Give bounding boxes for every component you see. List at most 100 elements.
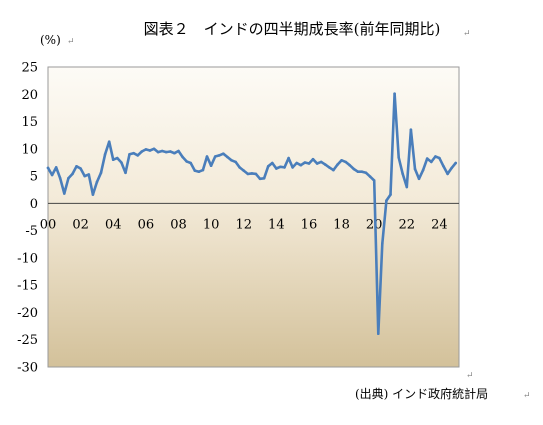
y-tick-label: 10	[21, 142, 38, 157]
data-point	[91, 193, 95, 196]
data-point	[128, 153, 131, 156]
return-mark: ↵	[523, 391, 531, 401]
data-point	[156, 150, 160, 154]
x-tick-label: 00	[40, 217, 57, 232]
data-point	[266, 165, 270, 168]
data-point	[430, 160, 433, 164]
data-point	[173, 151, 176, 155]
data-point	[417, 177, 421, 181]
x-tick-label: 16	[301, 217, 318, 232]
data-point	[177, 149, 180, 153]
data-point	[185, 160, 188, 163]
data-point	[140, 150, 144, 153]
y-tick-label: 0	[30, 197, 38, 212]
data-point	[279, 165, 282, 169]
y-tick-label: -20	[17, 306, 38, 321]
y-tick-label: -10	[17, 251, 38, 266]
data-point	[181, 155, 184, 159]
y-tick-label: 25	[21, 61, 38, 76]
data-point	[254, 172, 258, 176]
data-point	[50, 173, 54, 177]
data-point	[442, 165, 445, 168]
data-point	[197, 170, 201, 173]
data-point	[258, 177, 262, 181]
return-mark: ↵	[463, 29, 471, 39]
data-point	[193, 169, 197, 172]
y-tick-label: -25	[17, 333, 38, 348]
data-point	[201, 168, 205, 172]
data-point	[315, 162, 319, 165]
data-point	[360, 170, 364, 173]
x-tick-label: 02	[72, 217, 89, 232]
data-point	[381, 242, 384, 245]
data-point	[368, 175, 372, 178]
data-point	[377, 332, 380, 336]
data-point	[79, 167, 82, 170]
data-point	[393, 92, 396, 95]
x-axis: 00 02 04 06 08 10 12 14 16 18 20 22 24	[40, 217, 448, 232]
data-point	[446, 172, 449, 176]
x-tick-label: 14	[268, 217, 285, 232]
data-point	[332, 168, 335, 172]
data-point	[372, 179, 376, 182]
data-point	[324, 163, 327, 166]
data-point	[222, 152, 225, 155]
data-point	[144, 148, 148, 151]
data-point	[46, 166, 50, 170]
x-tick-label: 10	[203, 217, 220, 232]
data-point	[58, 177, 62, 180]
data-point	[103, 153, 107, 156]
return-mark: ↵	[67, 37, 75, 47]
data-point	[205, 155, 209, 158]
data-point	[405, 185, 409, 189]
data-point	[409, 128, 413, 131]
data-point	[454, 161, 458, 165]
data-point	[238, 166, 241, 169]
x-tick-label: 22	[399, 217, 416, 232]
source-note: (出典) インド政府統計局	[355, 386, 488, 401]
y-tick-label: 15	[21, 115, 38, 130]
data-point	[319, 160, 323, 164]
data-point	[234, 160, 237, 164]
y-tick-label: 5	[30, 170, 38, 185]
x-tick-label: 18	[333, 217, 350, 232]
data-point	[124, 171, 127, 175]
data-point	[299, 163, 303, 167]
x-tick-label: 24	[431, 217, 448, 232]
data-point	[246, 172, 250, 176]
data-point	[295, 161, 299, 165]
data-point	[364, 171, 368, 175]
data-point	[328, 166, 331, 169]
data-point	[352, 167, 356, 171]
y-axis-unit: (%)	[40, 33, 61, 47]
data-point	[348, 163, 352, 167]
y-tick-label: 20	[21, 88, 38, 103]
data-point	[450, 166, 454, 170]
data-point	[116, 156, 119, 160]
data-point	[95, 180, 99, 184]
x-tick-label: 08	[170, 217, 187, 232]
return-mark: ↵	[466, 371, 474, 381]
data-point	[389, 193, 392, 196]
data-point	[336, 163, 339, 166]
data-point	[99, 171, 103, 175]
data-point	[107, 140, 111, 143]
data-point	[425, 157, 429, 160]
data-point	[250, 172, 254, 175]
data-point	[152, 147, 156, 151]
data-point	[160, 149, 164, 153]
data-point	[87, 173, 91, 176]
data-point	[397, 156, 401, 159]
data-point	[132, 151, 135, 155]
data-point	[275, 167, 278, 170]
data-point	[242, 169, 245, 172]
x-tick-label: 06	[138, 217, 155, 232]
data-points	[46, 92, 458, 336]
data-point	[434, 155, 437, 158]
data-point	[209, 164, 213, 167]
data-point	[54, 166, 58, 169]
y-tick-label: -5	[25, 224, 38, 239]
y-axis: 25 20 15 10 5 0 -5 -10 -15 -20 -25 -30	[17, 61, 38, 376]
